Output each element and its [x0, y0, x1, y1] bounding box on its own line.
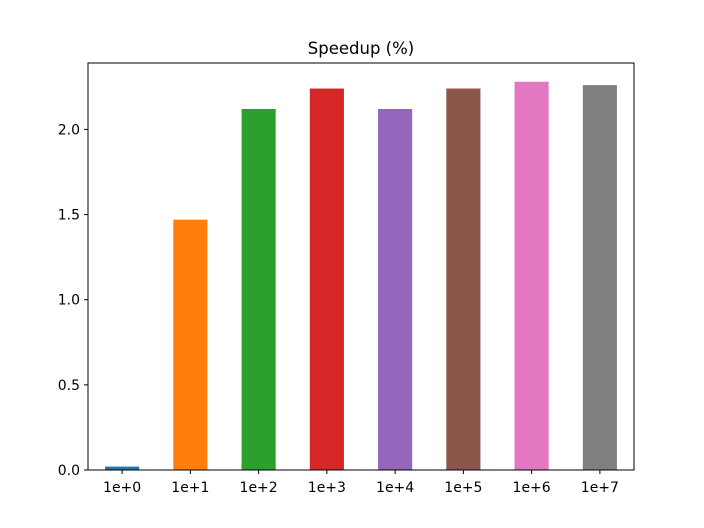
y-tick-label: 1.0 [58, 293, 80, 309]
x-axis: 1e+0 1e+1 1e+2 1e+3 1e+4 1e+5 1e+6 1e+7 [103, 470, 619, 496]
x-tick-label: 1e+0 [103, 480, 141, 496]
bar-1e+7 [582, 85, 617, 470]
bar-1e+2 [241, 108, 276, 470]
y-tick-label: 2.0 [58, 122, 80, 138]
chart-title: Speedup (%) [308, 39, 414, 58]
y-tick-label: 0.0 [58, 463, 80, 479]
bar-1e+0 [105, 466, 140, 470]
bar-1e+5 [446, 88, 481, 470]
bar-1e+4 [378, 108, 413, 470]
x-tick-label: 1e+1 [171, 480, 209, 496]
bar-1e+3 [309, 88, 344, 470]
x-tick-label: 1e+6 [513, 480, 551, 496]
plot-frame [87, 62, 635, 471]
y-axis: 0.0 0.5 1.0 1.5 2.0 [58, 122, 88, 479]
bar-1e+1 [173, 219, 208, 470]
x-tick-label: 1e+5 [444, 480, 482, 496]
bar-1e+6 [514, 81, 549, 470]
y-tick-label: 1.5 [58, 208, 80, 224]
bars-layer [105, 81, 617, 470]
x-tick-label: 1e+7 [581, 480, 619, 496]
x-tick-label: 1e+2 [240, 480, 278, 496]
x-tick-label: 1e+4 [376, 480, 414, 496]
x-tick-label: 1e+3 [308, 480, 346, 496]
y-tick-label: 0.5 [58, 378, 80, 394]
